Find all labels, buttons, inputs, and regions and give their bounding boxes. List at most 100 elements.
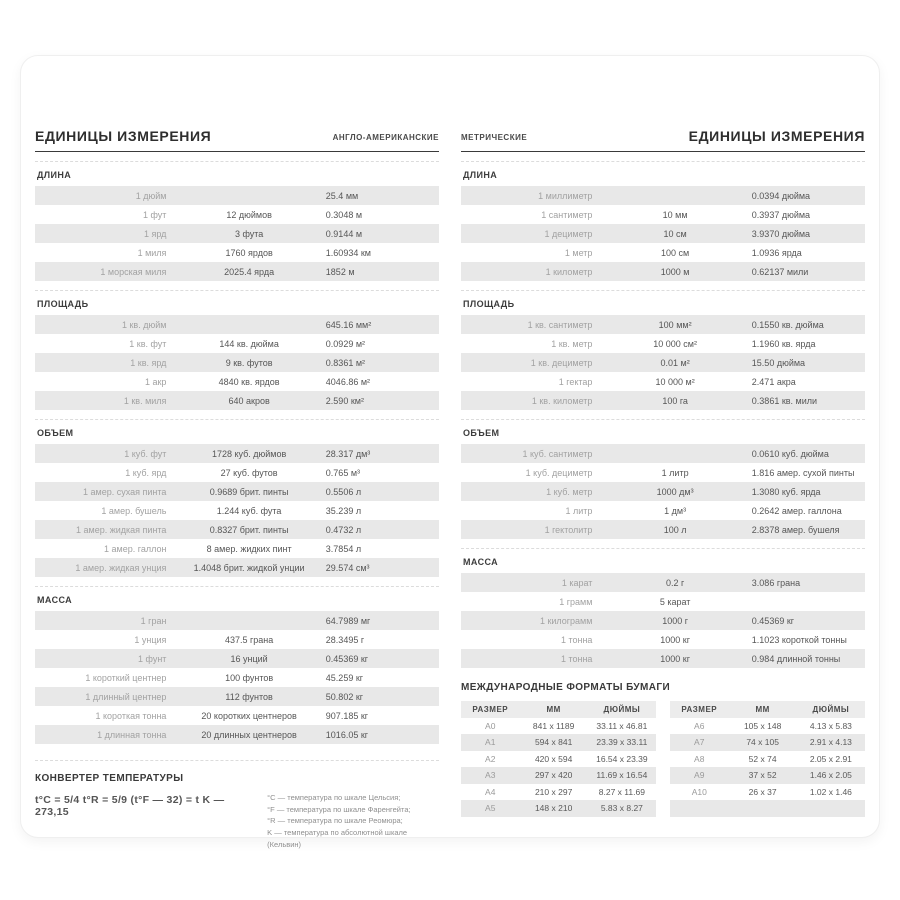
unit-equivalent: 1728 куб. дюймов <box>211 448 287 459</box>
unit-name: 1 длинный центнер <box>85 691 167 702</box>
unit-value: 0.0610 куб. дюйма <box>751 448 829 459</box>
paper-inches: 33.11 x 46.81 <box>596 720 648 731</box>
unit-value: 0.45369 кг <box>325 653 369 664</box>
paper-mm: 210 x 297 <box>534 786 573 797</box>
unit-value: 2.8378 амер. бушеля <box>751 524 840 535</box>
unit-name: 1 метр <box>564 247 593 258</box>
unit-name: 1 грамм <box>559 596 593 607</box>
unit-equivalent: 2025.4 ярда <box>224 266 275 277</box>
temperature-title: КОНВЕРТЕР ТЕМПЕРАТУРЫ <box>35 773 184 784</box>
table-row: 1 карат 0.2 г 3.086 грана <box>461 573 865 592</box>
unit-value: 15.50 дюйма <box>751 357 806 368</box>
unit-equivalent: 1000 кг <box>660 653 690 664</box>
unit-value: 50.802 кг <box>325 691 364 702</box>
paper-header-row: РАЗМЕР ММ ДЮЙМЫ <box>461 701 656 718</box>
unit-equivalent: 4840 кв. ярдов <box>218 376 280 387</box>
unit-equivalent: 16 унций <box>230 653 268 664</box>
paper-formats-title: МЕЖДУНАРОДНЫЕ ФОРМАТЫ БУМАГИ <box>461 682 671 693</box>
table-row: 1 гектар 10 000 м² 2.471 акра <box>461 372 865 391</box>
paper-size: A6 <box>694 720 705 731</box>
paper-column-header: ММ <box>546 704 561 714</box>
planner-units-page: ЕДИНИЦЫ ИЗМЕРЕНИЯ АНГЛО-АМЕРИКАНСКИЕ ДЛИ… <box>20 55 880 849</box>
unit-equivalent: 0.9689 брит. пинты <box>209 486 289 497</box>
paper-inches: 2.91 x 4.13 <box>809 737 852 748</box>
table-row: 1 фунт 16 унций 0.45369 кг <box>35 649 439 668</box>
table-row: 1 кв. фут 144 кв. дюйма 0.0929 м² <box>35 334 439 353</box>
paper-row: A6 105 x 148 4.13 x 5.83 <box>670 718 865 735</box>
temperature-note: °R — температура по шкале Реомюра; <box>267 816 403 826</box>
table-row: 1 короткая тонна 20 коротких центнеров 907… <box>35 706 439 725</box>
unit-name: 1 карат <box>561 577 593 588</box>
paper-size: A9 <box>694 770 705 781</box>
paper-row: A5 148 x 210 5.83 x 8.27 <box>461 800 656 817</box>
unit-value: 0.8361 м² <box>325 357 366 368</box>
unit-value: 0.984 длинной тонны <box>751 653 841 664</box>
unit-name: 1 куб. сантиметр <box>522 448 593 459</box>
table-row: 1 амер. сухая пинта 0.9689 брит. пинты 0.5… <box>35 482 439 501</box>
unit-equivalent: 20 коротких центнеров <box>201 710 297 721</box>
table-row: 1 куб. сантиметр 0.0610 куб. дюйма <box>461 444 865 463</box>
table-row: 1 кв. дюйм 645.16 мм² <box>35 315 439 334</box>
unit-value: 1.60934 км <box>325 247 371 258</box>
table-row: 1 куб. фут 1728 куб. дюймов 28.317 дм³ <box>35 444 439 463</box>
paper-mm: 594 x 841 <box>534 737 573 748</box>
paper-mm: 52 x 74 <box>748 753 777 764</box>
unit-name: 1 ярд <box>144 228 167 239</box>
unit-equivalent: 9 кв. футов <box>225 357 273 368</box>
unit-name: 1 акр <box>144 376 167 387</box>
unit-value: 0.9144 м <box>325 228 363 239</box>
unit-value: 0.4732 л <box>325 524 362 535</box>
temperature-note: °C — температура по шкале Цельсия; <box>267 793 401 802</box>
paper-size: A4 <box>485 786 496 797</box>
unit-value: 4046.86 м² <box>325 376 371 387</box>
table-row: 1 сантиметр 10 мм 0.3937 дюйма <box>461 205 865 224</box>
temperature-note: K — температура по абсолютной шкале (Кел… <box>267 827 408 849</box>
unit-value: 64.7989 мг <box>325 615 371 626</box>
paper-inches: 16.54 x 23.39 <box>596 753 648 764</box>
unit-value: 25.4 мм <box>325 190 359 201</box>
unit-name: 1 кв. метр <box>551 338 593 349</box>
right-sections: ДЛИНА 1 миллиметр 0.0394 дюйма 1 сантиметр 1… <box>461 161 865 668</box>
unit-value: 1.0936 ярда <box>751 247 802 258</box>
temperature-converter: КОНВЕРТЕР ТЕМПЕРАТУРЫ t°C = 5/4 t°R = 5/… <box>35 760 439 850</box>
paper-inches: 1.46 x 2.05 <box>809 770 852 781</box>
paper-inches: 5.83 x 8.27 <box>600 803 643 814</box>
section-масса: МАССА 1 гран 64.7989 мг 1 унция 437.5 грана 2… <box>35 586 439 744</box>
unit-name: 1 кв. дециметр <box>530 357 593 368</box>
table-row: 1 тонна 1000 кг 1.1023 короткой тонны <box>461 630 865 649</box>
section-label: ПЛОЩАДЬ <box>463 299 515 309</box>
unit-value: 1852 м <box>325 266 355 277</box>
left-page-column: ЕДИНИЦЫ ИЗМЕРЕНИЯ АНГЛО-АМЕРИКАНСКИЕ ДЛИ… <box>35 128 439 849</box>
unit-equivalent: 10 мм <box>662 209 688 220</box>
unit-value: 3.086 грана <box>751 577 801 588</box>
table-row: 1 тонна 1000 кг 0.984 длинной тонны <box>461 649 865 668</box>
unit-equivalent: 0.8327 брит. пинты <box>209 524 289 535</box>
table-row: 1 кв. дециметр 0.01 м² 15.50 дюйма <box>461 353 865 372</box>
paper-size: A2 <box>485 753 496 764</box>
table-row: 1 амер. бушель 1.244 куб. фута 35.239 л <box>35 501 439 520</box>
paper-row: A0 841 x 1189 33.11 x 46.81 <box>461 718 656 735</box>
table-row: 1 кв. метр 10 000 см² 1.1960 кв. ярда <box>461 334 865 353</box>
temperature-note: °F — температура по шкале Фаренгейта; <box>267 804 411 814</box>
section-label: МАССА <box>37 595 73 605</box>
unit-name: 1 короткая тонна <box>95 710 167 721</box>
paper-format-tables: РАЗМЕР ММ ДЮЙМЫ A0 841 x 1189 33.11 x 46.81 A1… <box>461 701 865 817</box>
unit-equivalent: 20 длинных центнеров <box>201 729 297 740</box>
paper-row: A9 37 x 52 1.46 x 2.05 <box>670 767 865 784</box>
unit-name: 1 тонна <box>560 653 593 664</box>
unit-equivalent: 640 акров <box>228 395 270 406</box>
paper-row: A4 210 x 297 8.27 x 11.69 <box>461 784 656 801</box>
section-объем: ОБЪЕМ 1 куб. фут 1728 куб. дюймов 28.317 дм… <box>35 419 439 577</box>
unit-value: 1.816 амер. сухой пинты <box>751 467 855 478</box>
paper-row: A1 594 x 841 23.39 x 33.11 <box>461 734 656 751</box>
table-row: 1 литр 1 дм³ 0.2642 амер. галлона <box>461 501 865 520</box>
paper-mm: 148 x 210 <box>534 803 573 814</box>
table-row: 1 грамм 5 карат <box>461 592 865 611</box>
unit-equivalent: 100 л <box>663 524 687 535</box>
table-row: 1 длинный центнер 112 фунтов 50.802 кг <box>35 687 439 706</box>
table-row: 1 кв. сантиметр 100 мм² 0.1550 кв. дюйма <box>461 315 865 334</box>
unit-equivalent: 100 га <box>662 395 688 406</box>
unit-equivalent: 10 см <box>663 228 687 239</box>
unit-value: 0.5506 л <box>325 486 362 497</box>
table-row: 1 кв. миля 640 акров 2.590 км² <box>35 391 439 410</box>
